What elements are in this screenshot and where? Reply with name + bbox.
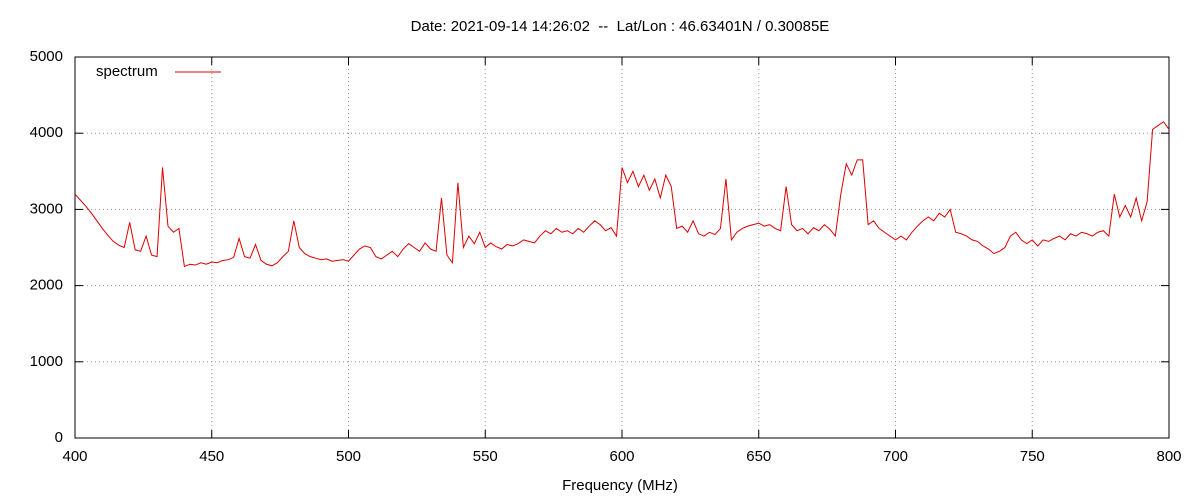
x-tick-label: 550	[473, 448, 498, 465]
x-tick-label: 600	[609, 448, 634, 465]
x-tick-label: 700	[883, 448, 908, 465]
y-tick-label: 5000	[30, 48, 63, 65]
y-tick-label: 4000	[30, 124, 63, 141]
x-tick-label: 450	[199, 448, 224, 465]
x-tick-label: 800	[1156, 448, 1181, 465]
x-tick-label: 650	[746, 448, 771, 465]
legend-label: spectrum	[96, 63, 158, 80]
x-tick-label: 400	[62, 448, 87, 465]
x-tick-label: 750	[1020, 448, 1045, 465]
y-tick-label: 1000	[30, 353, 63, 370]
x-tick-label: 500	[336, 448, 361, 465]
x-axis-label: Frequency (MHz)	[562, 477, 678, 494]
y-tick-label: 2000	[30, 277, 63, 294]
chart-title: Date: 2021-09-14 14:26:02 -- Lat/Lon : 4…	[411, 18, 830, 35]
spectrum-line	[74, 121, 1170, 268]
y-tick-label: 0	[55, 429, 63, 446]
y-tick-label: 3000	[30, 200, 63, 217]
plot-frame	[74, 56, 1170, 439]
